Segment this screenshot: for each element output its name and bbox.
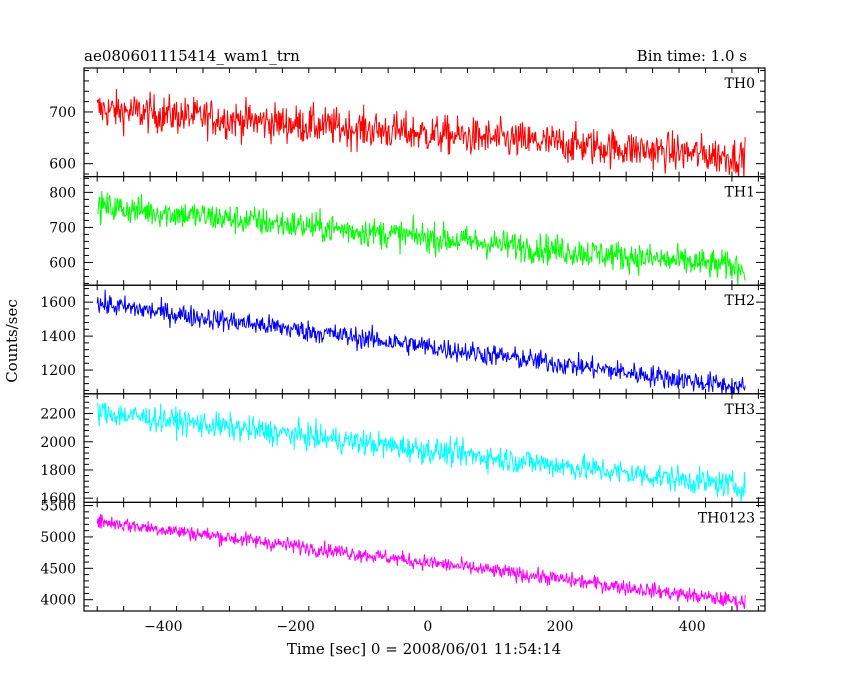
x-tick-label: 0 — [423, 619, 432, 635]
bin-time-label: Bin time: 1.0 s — [637, 47, 747, 65]
panel-th0: TH0 600 700 — [49, 67, 766, 178]
y-tick-label: 1600 — [40, 295, 76, 311]
y-tick-label: 800 — [49, 185, 76, 201]
panel-frame — [83, 501, 766, 612]
y-axis-label: Counts/sec — [3, 299, 21, 383]
x-tick-label: −400 — [144, 619, 182, 635]
series-th0123 — [96, 514, 746, 611]
panel-label-th0: TH0 — [725, 76, 755, 92]
y-tick-label: 600 — [49, 157, 76, 173]
panel-label-th3: TH3 — [725, 402, 755, 418]
series-th3 — [96, 402, 746, 503]
y-tick-label: 700 — [49, 220, 76, 236]
series-th0 — [96, 89, 746, 177]
series-th1 — [97, 190, 746, 286]
panel-frame — [83, 67, 766, 178]
y-tick-label: 5500 — [40, 499, 76, 515]
y-tick-label: 4500 — [40, 561, 76, 577]
y-tick-label: 4000 — [40, 593, 76, 609]
panel-frame — [83, 176, 766, 286]
x-axis-labels: −400 −200 0 200 400 — [144, 619, 706, 635]
y-tick-label: 700 — [49, 105, 76, 121]
x-tick-label: 200 — [547, 619, 574, 635]
y-tick-label: 1200 — [40, 363, 76, 379]
panel-th0123: TH0123 4000 4500 5000 5500 — [40, 499, 766, 612]
chart-title: ae080601115414_wam1_trn — [84, 47, 300, 65]
panel-label-th1: TH1 — [725, 185, 755, 201]
series-th2 — [96, 289, 746, 394]
y-tick-label: 600 — [49, 255, 76, 271]
y-tick-label: 2200 — [40, 407, 76, 423]
panel-th3: TH3 1600 1800 2000 2200 — [40, 393, 766, 507]
y-tick-label: 5000 — [40, 530, 76, 546]
y-tick-label: 1800 — [40, 463, 76, 479]
y-tick-label: 1600 — [40, 491, 76, 507]
panels-group: TH0 600 700 TH1 600 700 800 TH2 1200 1400 1600 TH3 1… — [40, 67, 766, 612]
panel-th2: TH2 1200 1400 1600 — [40, 284, 766, 395]
y-tick-label: 2000 — [40, 435, 76, 451]
x-tick-label: 400 — [679, 619, 706, 635]
panel-label-th2: TH2 — [725, 293, 755, 309]
panel-th1: TH1 600 700 800 — [49, 176, 766, 286]
y-tick-label: 1400 — [40, 329, 76, 345]
x-tick-label: −200 — [276, 619, 314, 635]
panel-label-th0123: TH0123 — [698, 510, 755, 526]
x-axis-label: Time [sec] 0 = 2008/06/01 11:54:14 — [287, 640, 561, 658]
